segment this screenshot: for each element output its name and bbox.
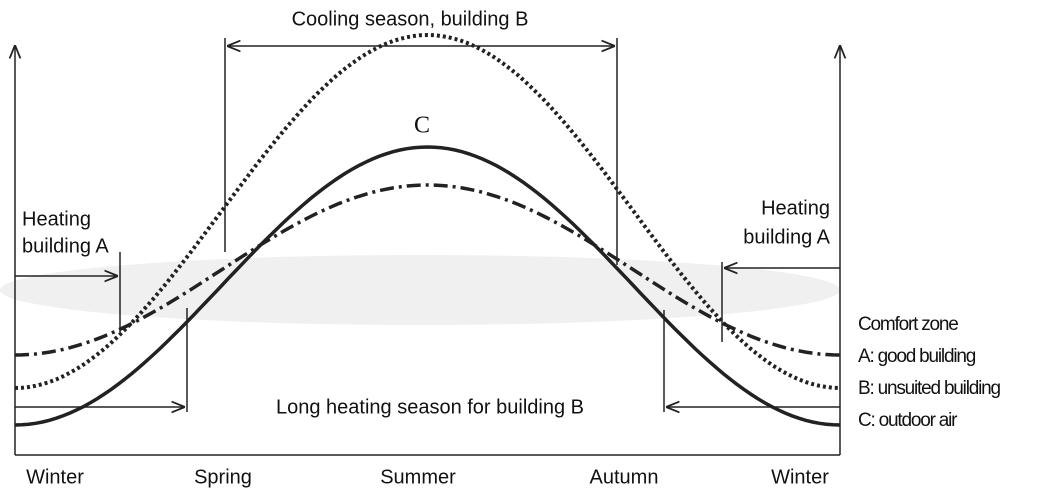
season-label: Winter xyxy=(26,466,84,488)
legend-item: Comfort zone xyxy=(858,314,958,335)
curve-b xyxy=(14,32,841,390)
legend-item: C: outdoor air xyxy=(858,410,958,431)
season-label: Summer xyxy=(380,466,456,488)
heating-right-1: Heating xyxy=(761,197,830,219)
cooling-label: Cooling season, building B xyxy=(292,8,529,30)
brackets xyxy=(15,38,840,412)
curve-a xyxy=(14,183,841,357)
long-heating-label: Long heating season for building B xyxy=(276,396,584,418)
heating-left-2: building A xyxy=(22,235,109,257)
legend-item: A: good building xyxy=(858,346,976,367)
curve-label: C xyxy=(414,113,430,139)
season-label: Spring xyxy=(194,466,252,488)
heating-left-1: Heating xyxy=(22,208,91,230)
comfort-zone-shade xyxy=(0,255,840,325)
curve-c xyxy=(14,145,841,427)
axes xyxy=(15,45,840,456)
season-label: Autumn xyxy=(590,466,659,488)
legend-item: B: unsuited building xyxy=(858,378,1000,399)
heating-right-2: building A xyxy=(743,226,830,248)
season-label: Winter xyxy=(771,466,829,488)
